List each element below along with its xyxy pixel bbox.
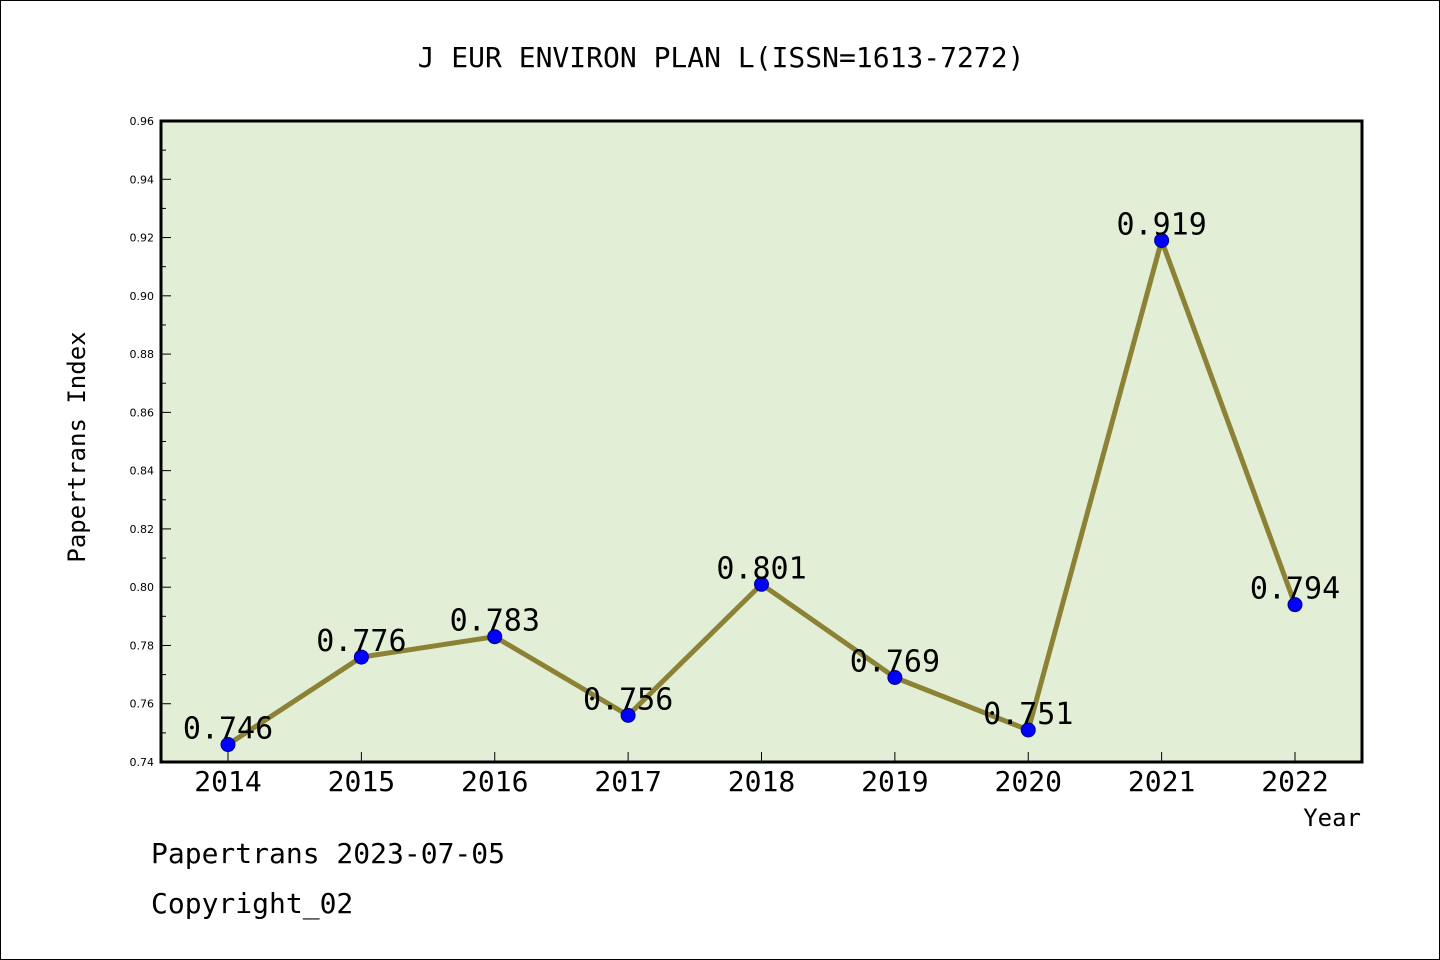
x-tick-label: 2017	[594, 765, 661, 798]
x-tick-label: 2015	[328, 765, 395, 798]
data-label: 0.776	[316, 624, 406, 659]
data-point-marker	[1287, 597, 1303, 613]
data-label: 0.746	[183, 712, 273, 747]
x-tick-label: 2022	[1261, 765, 1328, 798]
y-tick-label: 0.76	[130, 698, 155, 711]
y-tick-label: 0.80	[130, 581, 155, 594]
x-tick-label: 2018	[728, 765, 795, 798]
y-axis-label: Papertrans Index	[63, 331, 91, 562]
data-label: 0.751	[983, 697, 1073, 732]
footer-date-line: Papertrans 2023-07-05	[151, 837, 506, 870]
x-axis-label: Year	[1303, 804, 1361, 832]
y-tick-label: 0.78	[130, 639, 155, 652]
y-tick-label: 0.96	[130, 115, 155, 128]
x-tick-label: 2020	[995, 765, 1062, 798]
y-tick-label: 0.84	[130, 465, 155, 478]
y-tick-label: 0.92	[130, 232, 155, 245]
footer-copyright: Copyright_02	[151, 887, 354, 920]
data-point-marker	[487, 629, 503, 645]
x-tick-label: 2021	[1128, 765, 1195, 798]
chart-title: J EUR ENVIRON PLAN L(ISSN=1613-7272)	[418, 41, 1025, 74]
x-tick-label: 2019	[861, 765, 928, 798]
data-point-marker	[1020, 722, 1036, 738]
data-point-marker	[620, 707, 636, 723]
data-point-marker	[353, 649, 369, 665]
data-label: 0.801	[716, 551, 806, 586]
data-point-marker	[220, 737, 236, 753]
data-label: 0.756	[583, 682, 673, 717]
y-tick-label: 0.94	[130, 173, 155, 186]
data-label: 0.769	[850, 645, 940, 680]
y-tick-label: 0.86	[130, 406, 155, 419]
x-tick-label: 2016	[461, 765, 528, 798]
y-tick-label: 0.88	[130, 348, 155, 361]
y-tick-label: 0.82	[130, 523, 155, 536]
data-point-marker	[1154, 232, 1170, 248]
x-tick-label: 2014	[194, 765, 261, 798]
data-label: 0.783	[450, 604, 540, 639]
data-label: 0.919	[1116, 207, 1206, 242]
y-tick-label: 0.90	[130, 290, 155, 303]
y-tick-label: 0.74	[130, 756, 155, 769]
data-label: 0.794	[1250, 572, 1340, 607]
data-point-marker	[887, 670, 903, 686]
data-point-marker	[754, 576, 769, 592]
